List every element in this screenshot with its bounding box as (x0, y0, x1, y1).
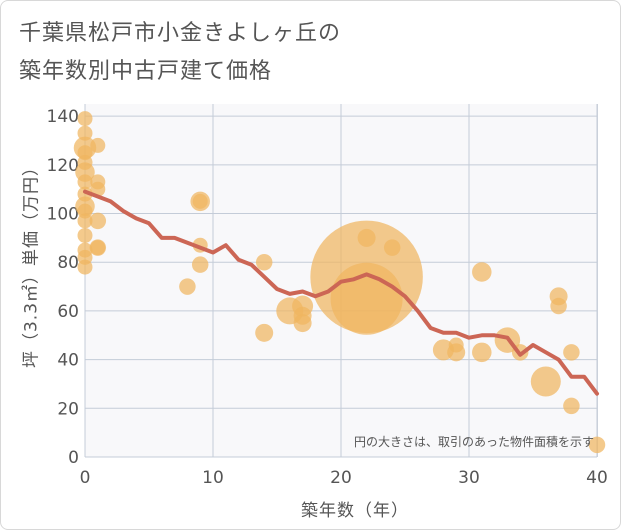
bubble-point (77, 174, 93, 190)
x-tick-label: 20 (330, 468, 352, 488)
bubble-point (77, 154, 93, 170)
bubble-point (530, 366, 561, 397)
bubble-point (77, 227, 93, 243)
size-legend-note: 円の大きさは、取引のあった物件面積を示す (353, 435, 594, 449)
bubble-point (77, 125, 93, 141)
chart-title-line-2: 築年数別中古戸建て価格 (19, 59, 273, 84)
bubble-point (192, 193, 208, 209)
y-tick-label: 40 (57, 351, 79, 371)
bubble-point (179, 278, 196, 295)
y-tick-label: 120 (47, 156, 79, 176)
bubble-point (357, 228, 376, 247)
bubble-point (563, 397, 580, 415)
bubble-point (550, 297, 567, 315)
x-tick-label: 30 (458, 468, 480, 488)
bubble-point (448, 337, 464, 353)
bubble-point (77, 111, 93, 127)
bubble-point (293, 314, 312, 333)
x-axis-title: 築年数（年） (301, 501, 409, 521)
y-axis-title: 坪（3.3㎡）単価（万円） (21, 157, 42, 369)
y-tick-label: 20 (57, 399, 79, 419)
chart-title-line-1: 千葉県松戸市小金きよしヶ丘の (19, 21, 342, 46)
x-tick-label: 0 (80, 468, 91, 488)
bubble-point (472, 342, 492, 363)
bubble-point (472, 262, 492, 282)
x-tick-label: 40 (586, 468, 608, 488)
bubble-point (191, 256, 209, 273)
y-tick-label: 0 (68, 448, 79, 468)
bubble-point (255, 253, 273, 271)
bubble-point (90, 137, 106, 153)
y-tick-label: 100 (47, 205, 79, 225)
average-price-line (83, 189, 599, 396)
bubble-point (588, 436, 606, 454)
bubble-point (77, 259, 93, 275)
y-tick-label: 60 (57, 302, 79, 322)
y-tick-label: 80 (57, 253, 79, 273)
bubble-point (90, 240, 106, 256)
bubble-point (77, 213, 93, 229)
y-tick-label: 140 (47, 107, 79, 127)
x-tick-label: 10 (202, 468, 224, 488)
bubble-point (89, 212, 107, 230)
bubble-point (255, 323, 274, 342)
bubble-point (563, 344, 580, 361)
bubble-point (383, 239, 401, 256)
bubble-point (77, 186, 93, 202)
